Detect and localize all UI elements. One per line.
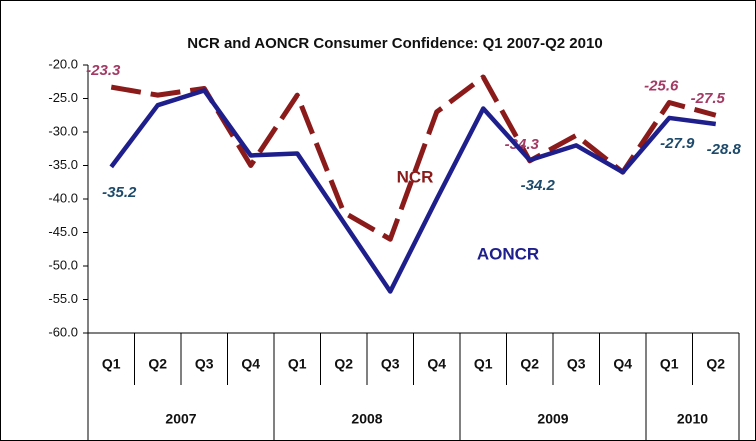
data-label: -23.3 [86,62,121,79]
y-tick-label: -30.0 [48,123,78,138]
year-label: 2009 [537,411,568,427]
x-tick-label: Q1 [102,356,121,372]
data-label: -35.2 [102,184,137,201]
x-tick-label: Q4 [241,356,260,372]
data-label: -25.6 [644,77,679,94]
x-tick-label: Q1 [288,356,307,372]
y-tick-label: -45.0 [48,224,78,239]
x-tick-label: Q2 [148,356,167,372]
series-line [109,88,717,294]
x-tick-label: Q1 [660,356,679,372]
series-name: NCR [397,167,434,186]
y-tick-label: -35.0 [48,157,78,172]
x-tick-label: Q3 [195,356,214,372]
y-tick-label: -40.0 [48,190,78,205]
x-tick-label: Q4 [427,356,446,372]
year-label: 2010 [677,411,708,427]
year-label: 2007 [165,411,196,427]
x-tick-label: Q3 [567,356,586,372]
x-tick-label: Q2 [520,356,539,372]
year-label: 2008 [351,411,382,427]
y-tick-label: -20.0 [48,56,78,71]
x-tick-label: Q2 [334,356,353,372]
y-tick-label: -55.0 [48,291,78,306]
x-tick-label: Q3 [381,356,400,372]
x-tick-label: Q4 [613,356,632,372]
data-label: -28.8 [707,141,742,158]
y-tick-label: -60.0 [48,324,78,339]
data-label: -34.2 [521,177,556,194]
x-tick-label: Q1 [474,356,493,372]
y-tick-label: -25.0 [48,90,78,105]
data-label: -27.9 [660,135,695,152]
series-name: AONCR [477,244,539,263]
chart-title: NCR and AONCR Consumer Confidence: Q1 20… [187,35,602,52]
x-tick-label: Q2 [706,356,725,372]
data-label: -27.5 [691,90,726,107]
y-tick-label: -50.0 [48,257,78,272]
